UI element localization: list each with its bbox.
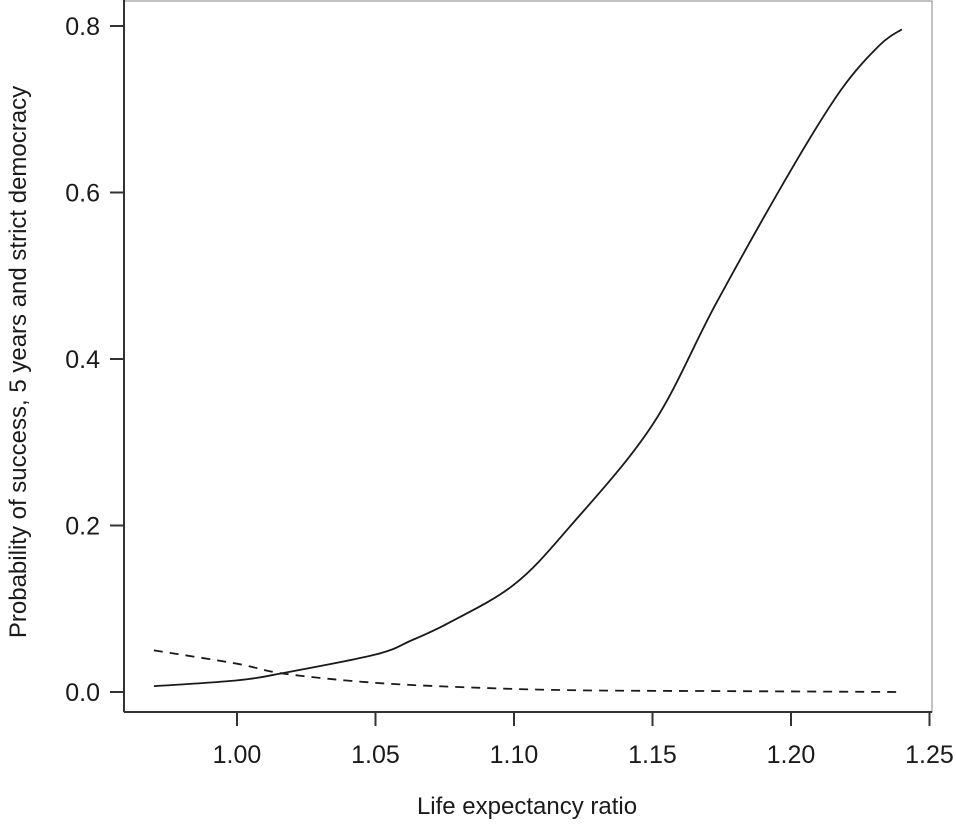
x-tick-label: 1.10 <box>490 741 539 769</box>
plot-border <box>123 0 933 713</box>
x-tick-label: 1.25 <box>905 741 954 769</box>
plot-frame <box>123 0 933 713</box>
x-tick-label: 1.15 <box>628 741 677 769</box>
series-solid-line <box>153 28 903 688</box>
series-layer <box>153 28 903 693</box>
x-tick-label: 1.00 <box>213 741 262 769</box>
x-axis: 1.00 1.05 1.10 1.15 1.20 1.25 <box>213 712 954 769</box>
y-axis: 0.0 0.2 0.4 0.6 0.8 <box>65 13 124 707</box>
x-axis-label: Life expectancy ratio <box>417 793 637 820</box>
x-tick-label: 1.20 <box>767 741 816 769</box>
y-tick-label: 0.0 <box>65 679 100 707</box>
series-dashed-line <box>153 649 902 693</box>
y-tick-label: 0.8 <box>65 13 100 41</box>
y-axis-label: Probability of success, 5 years and stri… <box>5 86 32 638</box>
y-tick-label: 0.6 <box>65 180 100 208</box>
x-tick-label: 1.05 <box>351 741 400 769</box>
y-tick-label: 0.2 <box>65 513 100 541</box>
y-tick-label: 0.4 <box>65 346 100 374</box>
